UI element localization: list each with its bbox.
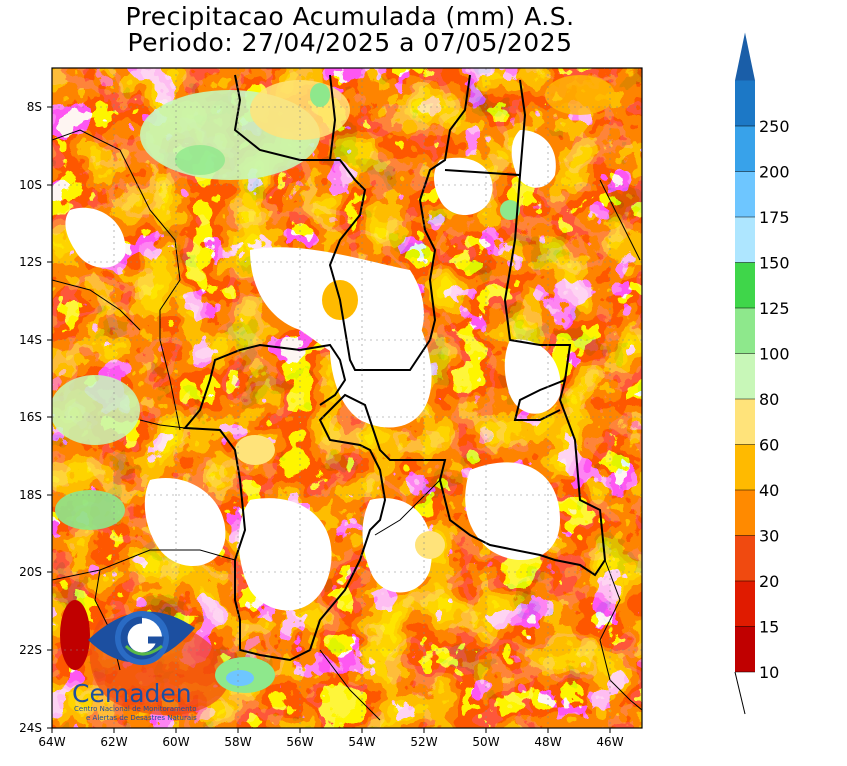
y-tick-label: 14S [19, 333, 42, 347]
x-tick-label: 62W [100, 735, 127, 749]
colorbar-label: 60 [759, 436, 779, 455]
logo-name: Cemaden [72, 679, 192, 708]
colorbar-label: 40 [759, 481, 779, 500]
colorbar-swatch [735, 535, 755, 581]
colorbar-swatch [735, 353, 755, 399]
tick-marks [47, 106, 611, 733]
x-tick-labels: 64W 62W 60W 58W 56W 54W 52W 50W 48W 46W [38, 735, 623, 749]
colorbar-swatch [735, 308, 755, 354]
colorbar-label: 250 [759, 117, 790, 136]
colorbar-swatch [735, 399, 755, 445]
colorbar-swatch [735, 262, 755, 308]
colorbar-swatch [735, 80, 755, 126]
colorbar [734, 32, 755, 715]
x-tick-label: 60W [162, 735, 189, 749]
colorbar-swatch [735, 217, 755, 263]
y-tick-label: 24S [19, 721, 42, 735]
colorbar-label: 200 [759, 163, 790, 182]
y-tick-label: 22S [19, 643, 42, 657]
colorbar-swatch [735, 490, 755, 536]
y-tick-label: 10S [19, 178, 42, 192]
map-frame [51, 67, 643, 729]
logo-subtitle-2: e Alertas de Desastres Naturais [86, 714, 197, 722]
colorbar-top-arrow [735, 32, 755, 81]
colorbar-label: 30 [759, 527, 779, 546]
y-tick-labels: 8S 10S 12S 14S 16S 18S 20S 22S 24S [19, 100, 42, 735]
y-tick-label: 18S [19, 488, 42, 502]
grid [52, 68, 642, 728]
colorbar-label: 125 [759, 299, 790, 318]
colorbar-label: 80 [759, 390, 779, 409]
x-tick-label: 54W [348, 735, 375, 749]
cemaden-logo: Cemaden Centro Nacional de Monitoramento… [72, 611, 197, 722]
x-tick-label: 64W [38, 735, 65, 749]
colorbar-label: 15 [759, 618, 779, 637]
map-title: Precipitacao Acumulada (mm) A.S. [125, 2, 575, 31]
colorbar-swatch [735, 171, 755, 217]
colorbar-swatch [735, 126, 755, 172]
y-tick-label: 12S [19, 255, 42, 269]
y-tick-label: 16S [19, 410, 42, 424]
colorbar-label: 20 [759, 572, 779, 591]
x-tick-label: 58W [224, 735, 251, 749]
colorbar-label: 10 [759, 663, 779, 682]
colorbar-label: 150 [759, 254, 790, 273]
colorbar-bottom-tail [734, 671, 746, 715]
y-tick-label: 20S [19, 565, 42, 579]
x-tick-label: 56W [286, 735, 313, 749]
logo-subtitle-1: Centro Nacional de Monitoramento [74, 705, 197, 713]
colorbar-swatch [735, 626, 755, 672]
x-tick-label: 52W [410, 735, 437, 749]
y-tick-label: 8S [27, 100, 42, 114]
colorbar-labels: 10 15 20 30 40 60 80 100 125 150 175 200 250 [735, 117, 790, 682]
colorbar-label: 175 [759, 208, 790, 227]
x-tick-label: 50W [472, 735, 499, 749]
x-tick-label: 46W [596, 735, 623, 749]
map-period: Periodo: 27/04/2025 a 07/05/2025 [127, 28, 573, 57]
state-borders [52, 74, 642, 721]
colorbar-swatch [735, 581, 755, 627]
colorbar-swatch [735, 444, 755, 490]
colorbar-label: 100 [759, 345, 790, 364]
x-tick-label: 48W [534, 735, 561, 749]
